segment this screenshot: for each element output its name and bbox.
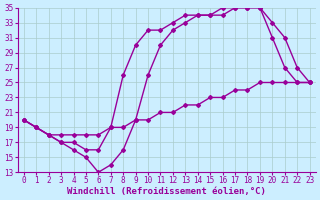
X-axis label: Windchill (Refroidissement éolien,°C): Windchill (Refroidissement éolien,°C) bbox=[67, 187, 266, 196]
